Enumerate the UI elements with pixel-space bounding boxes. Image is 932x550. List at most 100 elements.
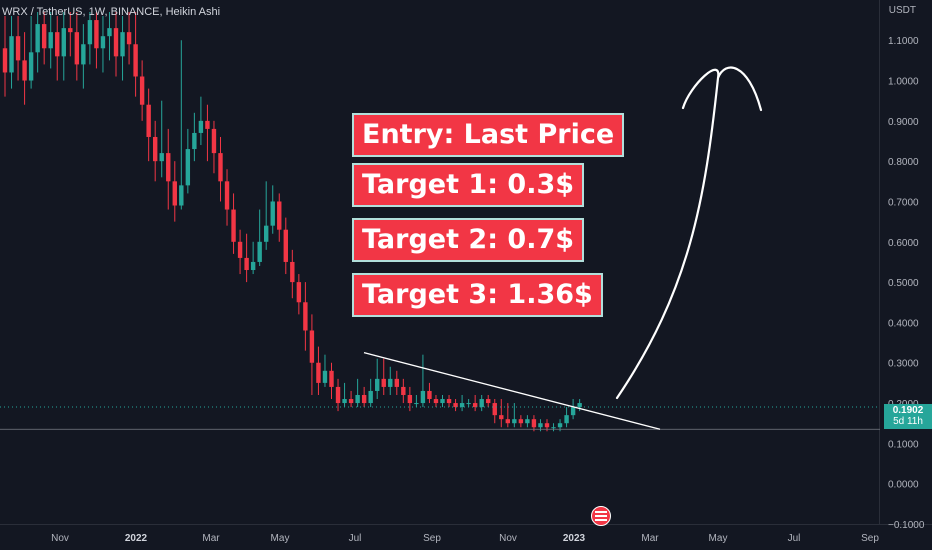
us-flag-icon[interactable] xyxy=(591,506,611,526)
candle-body xyxy=(159,153,164,162)
candle-body xyxy=(2,48,8,73)
candle-body xyxy=(518,419,524,424)
price-tick-label: 0.1000 xyxy=(888,439,919,450)
candle-body xyxy=(505,419,511,424)
price-tick-label: 0.7000 xyxy=(888,197,919,208)
candle-body xyxy=(250,261,256,271)
time-tick-label: Sep xyxy=(423,533,441,544)
candle-body xyxy=(68,28,73,33)
symbol-header[interactable]: WRX / TetherUS, 1W, BINANCE, Heikin Ashi xyxy=(2,6,221,18)
candle-body xyxy=(329,370,334,387)
candle-body xyxy=(120,32,125,57)
price-tick-label: 0.0000 xyxy=(888,480,919,491)
candle-body xyxy=(394,378,399,387)
price-unit-label: USDT xyxy=(888,5,916,16)
candle-body xyxy=(368,390,373,404)
candle-body xyxy=(152,136,158,162)
candle-body xyxy=(420,390,426,404)
time-tick-label: Jul xyxy=(788,533,801,544)
candle-body xyxy=(244,257,249,271)
candle-body xyxy=(427,390,432,400)
candle-body xyxy=(277,201,282,230)
candle-body xyxy=(466,403,471,405)
price-axis[interactable]: 1.1000 1.0000 0.9000 0.8000 0.7000 0.6000 0.50… xyxy=(888,36,925,531)
candle-body xyxy=(55,32,60,57)
candle-body xyxy=(499,415,504,420)
time-tick-label: May xyxy=(271,533,290,544)
candle-body xyxy=(401,386,406,395)
candle-body xyxy=(361,394,367,404)
candle-body xyxy=(166,153,171,182)
annotation-entry[interactable]: Entry: Last Price xyxy=(352,113,625,157)
candle-body xyxy=(22,60,27,81)
candle-body xyxy=(205,120,210,129)
candle-body xyxy=(512,419,517,424)
annotation-target-3[interactable]: Target 3: 1.36$ xyxy=(352,273,603,317)
candle-body xyxy=(335,386,341,404)
candle-body xyxy=(316,362,321,383)
candle-body xyxy=(388,378,393,387)
time-tick-label: Sep xyxy=(861,533,879,544)
candle-body xyxy=(146,104,151,137)
candle-body xyxy=(224,181,230,210)
candle-body xyxy=(564,415,569,424)
candle-body xyxy=(433,399,439,404)
annotation-target-2[interactable]: Target 2: 0.7$ xyxy=(352,218,585,262)
candle-body xyxy=(172,181,177,206)
candle-body xyxy=(211,128,217,154)
candle-body xyxy=(414,403,419,405)
candle-body xyxy=(531,419,537,428)
candle-body xyxy=(87,20,93,45)
candle-body xyxy=(133,44,138,77)
candle-body xyxy=(74,32,80,65)
candle-body xyxy=(264,225,269,242)
last-price-value: 0.1902 xyxy=(892,405,924,416)
candle-body xyxy=(198,120,204,133)
candle-body xyxy=(107,28,112,37)
time-tick-label: Nov xyxy=(51,533,69,544)
candle-body xyxy=(407,394,413,404)
annotation-target-1[interactable]: Target 1: 0.3$ xyxy=(352,163,585,207)
candle-body xyxy=(48,32,53,49)
candle-body xyxy=(257,241,262,262)
candle-body xyxy=(15,36,21,61)
candle-body xyxy=(453,403,458,408)
candle-body xyxy=(446,399,452,404)
candle-body xyxy=(192,132,197,150)
candle-body xyxy=(81,44,86,65)
price-tick-label: 0.6000 xyxy=(888,238,919,249)
candle-body xyxy=(375,378,380,391)
candle-body xyxy=(322,370,328,383)
forecast-arrow-drawing xyxy=(615,66,763,400)
price-tick-label: 0.4000 xyxy=(888,318,919,329)
candle-body xyxy=(94,20,99,49)
candle-body xyxy=(440,399,445,404)
candle-body xyxy=(296,282,302,303)
candle-body xyxy=(237,241,243,258)
candle-body xyxy=(459,403,465,408)
candle-body xyxy=(472,403,478,408)
time-axis[interactable]: Nov 2022 Mar May Jul Sep Nov 2023 Mar May Jul Sep xyxy=(51,533,879,544)
time-tick-label: Mar xyxy=(202,533,220,544)
candle-body xyxy=(283,229,288,262)
trendline[interactable] xyxy=(363,352,661,430)
candle-body xyxy=(303,302,308,331)
candle-body xyxy=(185,149,191,186)
candle-body xyxy=(577,403,582,408)
candle-body xyxy=(61,28,66,57)
candle-body xyxy=(355,394,360,404)
price-tick-label: −0.1000 xyxy=(888,520,925,531)
candle-body xyxy=(486,399,491,404)
price-tick-label: 1.0000 xyxy=(888,77,919,88)
candle-body xyxy=(41,24,47,49)
price-tick-label: 0.8000 xyxy=(888,157,919,168)
candle-body xyxy=(557,423,563,428)
bar-countdown: 5d 11h xyxy=(893,416,923,427)
candles xyxy=(2,12,582,432)
candle-body xyxy=(270,201,275,226)
candle-body xyxy=(35,24,40,53)
price-tick-label: 1.1000 xyxy=(888,36,919,47)
time-tick-label: 2022 xyxy=(125,533,148,544)
candle-body xyxy=(381,378,386,387)
